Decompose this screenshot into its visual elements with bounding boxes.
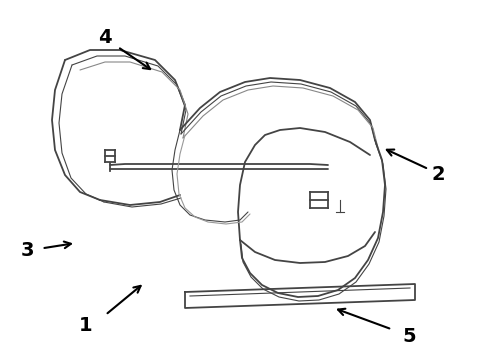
Text: 1: 1 xyxy=(79,316,93,335)
Text: 5: 5 xyxy=(402,327,416,346)
Text: 3: 3 xyxy=(20,241,34,260)
Text: 2: 2 xyxy=(432,165,445,184)
Text: 4: 4 xyxy=(98,28,112,47)
